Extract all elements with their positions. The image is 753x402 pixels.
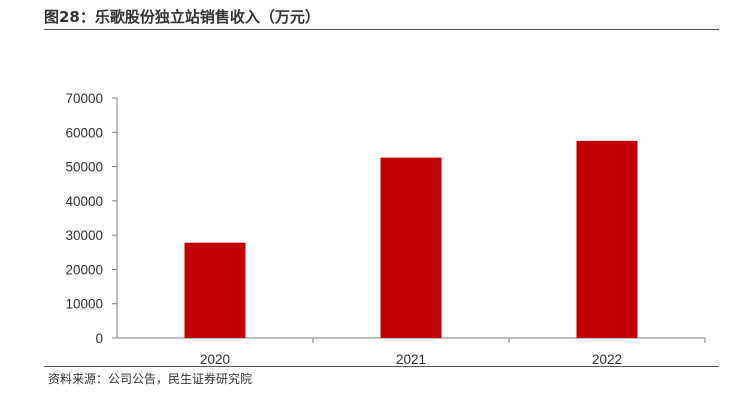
bar-2020 xyxy=(184,242,246,338)
bar-2021 xyxy=(380,157,442,338)
y-tick-label: 40000 xyxy=(65,194,103,209)
y-tick-label: 50000 xyxy=(65,160,103,175)
bar-2022 xyxy=(576,140,638,338)
source-rule xyxy=(44,366,719,367)
x-tick-label: 2021 xyxy=(396,352,426,367)
y-tick-label: 0 xyxy=(95,331,103,346)
title-rule xyxy=(44,29,719,30)
x-tick-label: 2020 xyxy=(200,352,230,367)
y-tick-label: 60000 xyxy=(65,125,103,140)
y-tick-label: 30000 xyxy=(65,228,103,243)
source-note: 资料来源：公司公告，民生证券研究院 xyxy=(48,372,253,386)
y-tick-label: 10000 xyxy=(65,297,103,312)
y-tick-label: 20000 xyxy=(65,262,103,277)
y-tick-label: 70000 xyxy=(65,91,103,106)
x-tick-label: 2022 xyxy=(592,352,622,367)
figure-title: 图28：乐歌股份独立站销售收入（万元） xyxy=(44,8,320,26)
